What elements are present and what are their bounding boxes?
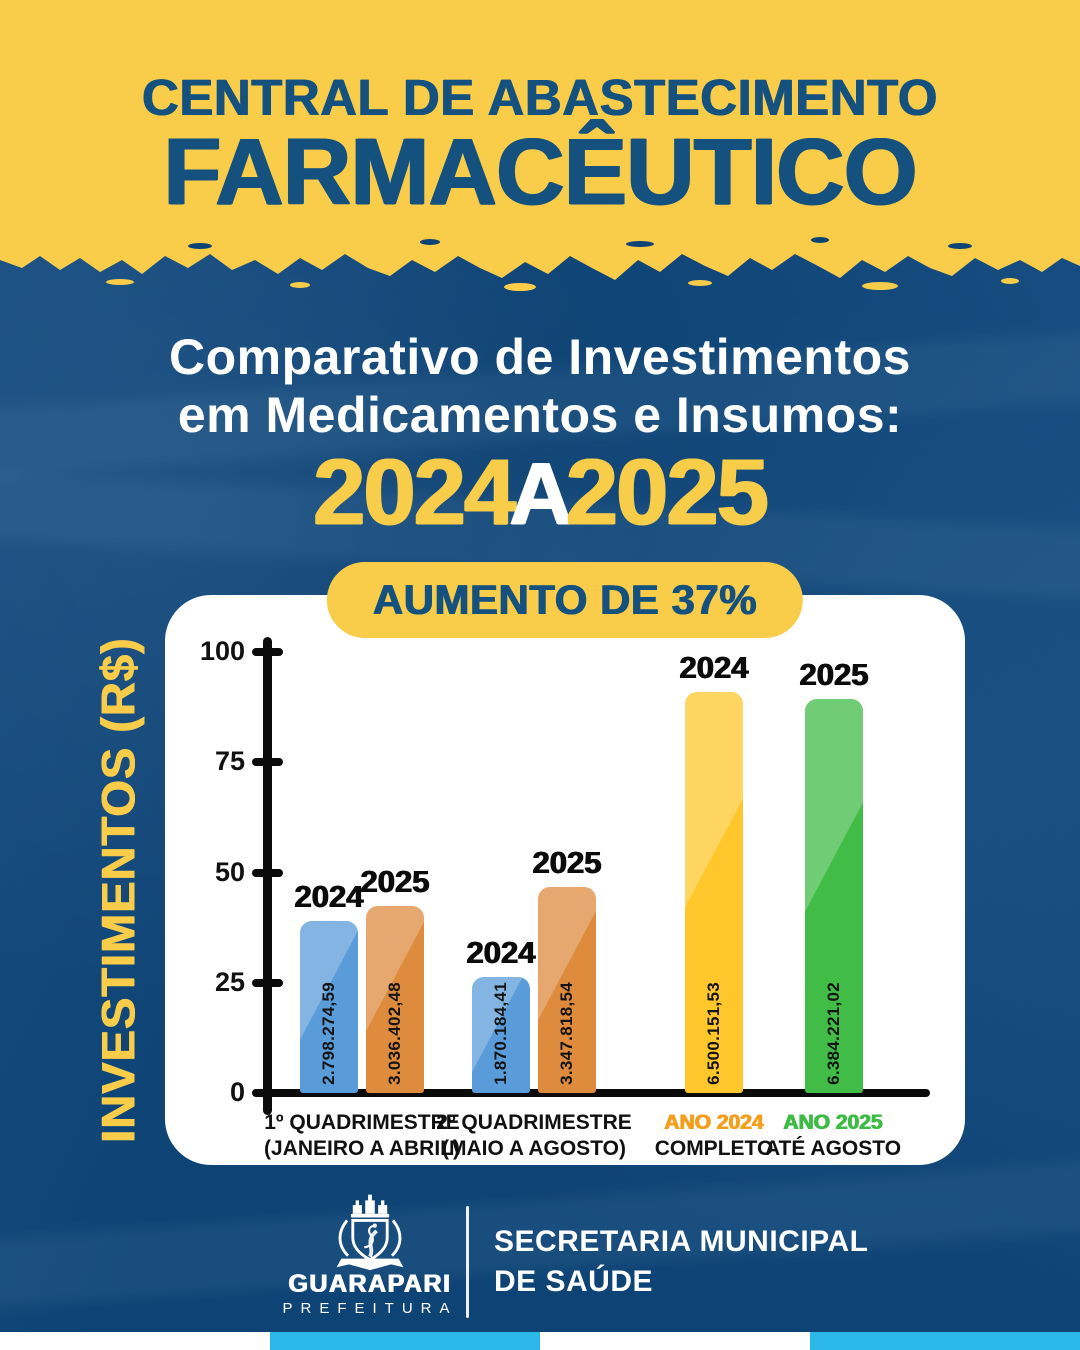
bar-column-q1-2025: 2025 3.036.402,48 [361, 864, 429, 1093]
page-title-line1: CENTRAL DE ABASTECIMENTO [142, 69, 938, 126]
bar-value-label: 2.798.274,59 [319, 982, 338, 1085]
bar-q1-2025: 3.036.402,48 [366, 906, 424, 1093]
torn-paper-edge [0, 230, 1080, 291]
department-line2: DE SAÚDE [494, 1265, 654, 1298]
bar-column-q1-2024: 2024 2.798.274,59 [295, 879, 363, 1093]
bar-year-label: 2024 [679, 650, 749, 685]
strip-segment [0, 1332, 270, 1350]
x-axis-label-line1: ANO 2025 [783, 1111, 883, 1134]
bar-column-q2-2024: 2024 1.870.184,41 [467, 935, 535, 1093]
bar-chart: 0 25 50 75 100 2024 2.798.274,59 2025 3.… [165, 595, 965, 1165]
y-tick-label: 100 [199, 636, 245, 666]
y-axis-title: INVESTIMENTOS (R$) [91, 637, 145, 1143]
strip-segment [540, 1332, 810, 1350]
bar-value-label: 6.384.221,02 [824, 982, 843, 1085]
bar-q1-2024: 2.798.274,59 [300, 921, 358, 1093]
x-axis-label-line1: 2º QUADRIMESTRE [436, 1111, 632, 1134]
x-axis-label-line2: (MAIO A AGOSTO) [442, 1137, 626, 1160]
year-to: 2025 [565, 439, 769, 544]
bottom-accent-strip [0, 1332, 1080, 1350]
x-axis-label-line1: ANO 2024 [664, 1111, 764, 1134]
footer-divider [466, 1206, 469, 1318]
strip-segment [270, 1332, 540, 1350]
bar-value-label: 3.036.402,48 [385, 982, 404, 1085]
year-connector: A [509, 444, 573, 543]
bar-year-label: 2025 [360, 864, 430, 899]
y-tick-mark [252, 978, 283, 987]
department-line1: SECRETARIA MUNICIPAL [494, 1225, 869, 1258]
x-axis-label-ano2025: ANO 2025 ATÉ AGOSTO [765, 1110, 901, 1162]
y-tick-label: 50 [214, 856, 245, 887]
x-axis-label-q2: 2º QUADRIMESTRE (MAIO A AGOSTO) [436, 1110, 632, 1162]
bar-q2-2025: 3.347.818,54 [538, 887, 596, 1093]
subtitle-line1: Comparativo de Investimentos [169, 329, 911, 385]
bar-column-q2-2025: 2025 3.347.818,54 [533, 845, 601, 1093]
bar-year-label: 2024 [294, 879, 364, 914]
city-subtitle: PREFEITURA [282, 1300, 458, 1317]
bar-year-label: 2024 [466, 935, 536, 970]
bar-year-label: 2025 [532, 845, 602, 880]
y-tick-mark [252, 648, 283, 656]
years-comparison: 2024 A 2025 [0, 438, 1080, 546]
bar-ano2024-completo: 6.500.151,53 [685, 692, 743, 1093]
bar-column-ano2024: 2024 6.500.151,53 [680, 650, 748, 1093]
bar-value-label: 6.500.151,53 [704, 982, 723, 1085]
bar-ano2025-ate-agosto: 6.384.221,02 [805, 699, 863, 1093]
y-tick-label: 25 [214, 966, 245, 997]
y-tick-label: 75 [214, 746, 245, 777]
city-name: GUARAPARI [288, 1270, 452, 1298]
city-crest-logo [336, 1194, 404, 1271]
x-axis-label-q1: 1º QUADRIMESTRE (JANEIRO A ABRIL) [264, 1110, 460, 1162]
department-name: SECRETARIA MUNICIPAL DE SAÚDE [494, 1222, 868, 1302]
bar-value-label: 3.347.818,54 [557, 982, 576, 1085]
bar-value-label: 1.870.184,41 [491, 982, 510, 1085]
bar-q2-2024: 1.870.184,41 [472, 977, 530, 1093]
x-axis-label-line2: (JANEIRO A ABRIL) [264, 1137, 460, 1160]
strip-segment [810, 1332, 1080, 1350]
header-banner [0, 0, 1080, 250]
chart-card: 0 25 50 75 100 2024 2.798.274,59 2025 3.… [165, 595, 965, 1165]
y-tick-label: 0 [229, 1077, 245, 1107]
increase-badge: AUMENTO DE 37% [326, 562, 804, 638]
bar-column-ano2025: 2025 6.384.221,02 [800, 657, 868, 1093]
x-axis-label-line2: ATÉ AGOSTO [764, 1137, 902, 1160]
year-from: 2024 [313, 439, 516, 544]
page-title-line2: FARMACÊUTICO [163, 119, 917, 225]
y-tick-mark [252, 868, 283, 877]
x-axis-label-line2: COMPLETO [654, 1137, 774, 1160]
x-axis-line [263, 1089, 930, 1097]
y-tick-mark [252, 1089, 283, 1097]
subtitle-line2: em Medicamentos e Insumos: [177, 387, 903, 443]
bar-year-label: 2025 [799, 657, 869, 692]
x-axis-label-ano2024: ANO 2024 COMPLETO [655, 1110, 774, 1162]
y-tick-mark [252, 758, 283, 767]
x-axis-label-line1: 1º QUADRIMESTRE [264, 1111, 460, 1134]
